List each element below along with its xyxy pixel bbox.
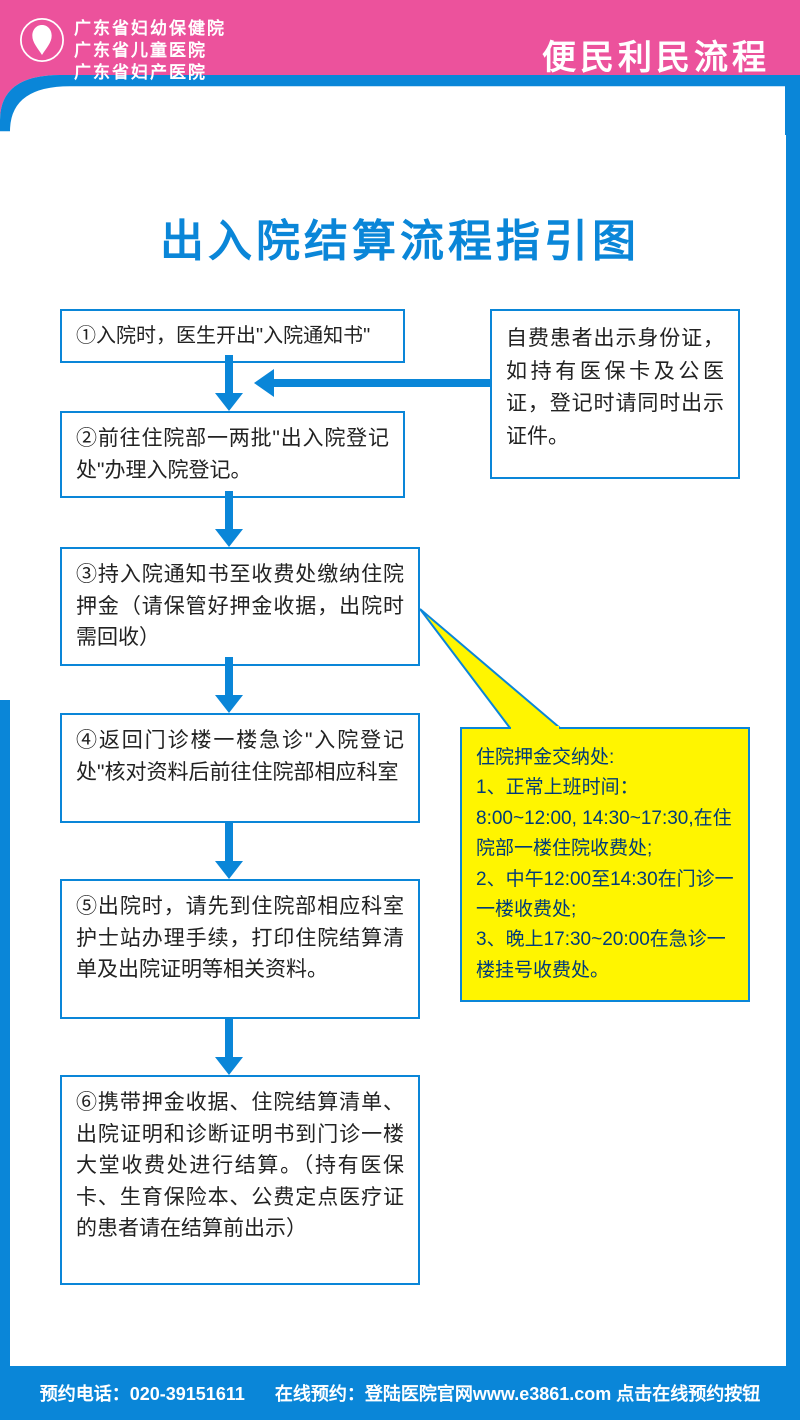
footer-online-text: 登陆医院官网www.e3861.com 点击在线预约按钮 xyxy=(365,1384,760,1404)
step-s3: ③持入院通知书至收费处缴纳住院押金（请保管好押金收据，出院时需回收） xyxy=(60,547,420,666)
arrow-down-head-5 xyxy=(215,1057,243,1075)
step-s2: ②前往住院部一两批"出入院登记处"办理入院登记。 xyxy=(60,411,405,498)
flowchart-area: ①入院时，医生开出"入院通知书"②前往住院部一两批"出入院登记处"办理入院登记。… xyxy=(60,309,740,1339)
arrow-down-2 xyxy=(225,491,233,531)
arrow-down-head-2 xyxy=(215,529,243,547)
left-blue-strip xyxy=(0,700,10,1420)
arrow-down-head-1 xyxy=(215,393,243,411)
header-right-title: 便民利民流程 xyxy=(542,30,770,79)
arrow-down-1 xyxy=(225,355,233,395)
header: 广东省妇幼保健院 广东省儿童医院 广东省妇产医院 便民利民流程 xyxy=(0,0,800,135)
hospital-name-2: 广东省儿童医院 xyxy=(74,40,226,62)
step-s6: ⑥携带押金收据、住院结算清单、出院证明和诊断证明书到门诊一楼大堂收费处进行结算。… xyxy=(60,1075,420,1285)
footer-online: 在线预约：登陆医院官网www.e3861.com 点击在线预约按钮 xyxy=(275,1380,760,1406)
arrow-down-head-4 xyxy=(215,861,243,879)
yellow-note-line-1: 1、正常上班时间：8:00~12:00, 14:30~17:30,在住院部一楼住… xyxy=(476,773,734,864)
footer-phone: 预约电话：020-39151611 xyxy=(40,1380,245,1406)
yellow-note-box: 住院押金交纳处:1、正常上班时间：8:00~12:00, 14:30~17:30… xyxy=(460,727,750,1002)
h-arrow-head xyxy=(254,369,274,397)
arrow-down-5 xyxy=(225,1019,233,1059)
arrow-down-head-3 xyxy=(215,695,243,713)
footer-bar: 预约电话：020-39151611 在线预约：登陆医院官网www.e3861.c… xyxy=(0,1366,800,1420)
yellow-note-pointer-icon xyxy=(418,607,574,731)
step-s4: ④返回门诊楼一楼急诊"入院登记处"核对资料后前往住院部相应科室 xyxy=(60,713,420,823)
footer-online-label: 在线预约： xyxy=(275,1384,365,1404)
main-content: 出入院结算流程指引图 ①入院时，医生开出"入院通知书"②前往住院部一两批"出入院… xyxy=(0,135,800,1339)
hospital-names: 广东省妇幼保健院 广东省儿童医院 广东省妇产医院 xyxy=(74,18,226,84)
footer-phone-label: 预约电话： xyxy=(40,1384,130,1404)
yellow-note-line-3: 3、晚上17:30~20:00在急诊一楼挂号收费处。 xyxy=(476,925,734,986)
footer-phone-number: 020-39151611 xyxy=(130,1384,245,1404)
note-id-box: 自费患者出示身份证，如持有医保卡及公医证，登记时请同时出示证件。 xyxy=(490,309,740,479)
yellow-note-title: 住院押金交纳处: xyxy=(476,743,734,773)
hospital-logo-icon xyxy=(20,18,64,62)
step-s5: ⑤出院时，请先到住院部相应科室护士站办理手续，打印住院结算清单及出院证明等相关资… xyxy=(60,879,420,1019)
main-title: 出入院结算流程指引图 xyxy=(60,205,740,269)
right-blue-strip xyxy=(786,135,800,1366)
arrow-down-4 xyxy=(225,823,233,863)
arrow-down-3 xyxy=(225,657,233,697)
h-arrow-line xyxy=(272,379,490,387)
hospital-name-1: 广东省妇幼保健院 xyxy=(74,18,226,40)
hospital-name-3: 广东省妇产医院 xyxy=(74,62,226,84)
header-left: 广东省妇幼保健院 广东省儿童医院 广东省妇产医院 xyxy=(20,18,226,84)
yellow-note-line-2: 2、中午12:00至14:30在门诊一一楼收费处; xyxy=(476,865,734,926)
